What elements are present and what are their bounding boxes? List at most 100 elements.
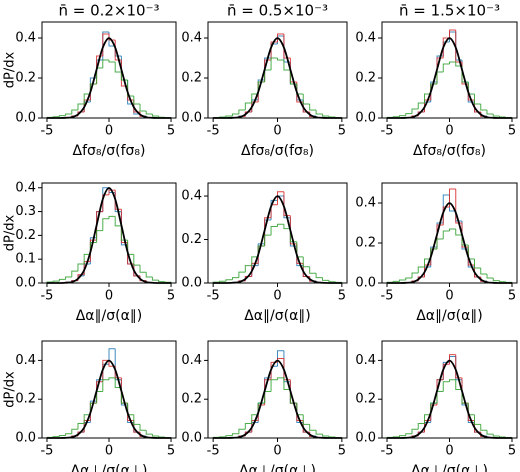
y-axis-label: dP/dx: [3, 214, 18, 251]
histogram-step: [83, 253, 91, 264]
histogram-step: [424, 258, 431, 267]
histogram-step: [442, 363, 450, 380]
x-axis-label: Δfσ₈/σ(fσ₈): [413, 143, 486, 159]
x-tick-label: 5: [167, 444, 175, 459]
x-tick-label: -5: [207, 124, 220, 139]
y-tick-label: 0.2: [15, 228, 36, 243]
histogram-step: [442, 206, 450, 225]
x-tick-label: -5: [381, 444, 394, 459]
histogram-step: [436, 238, 444, 249]
chart-title: n̄ = 0.5×10⁻³: [227, 2, 328, 20]
histogram-step: [114, 62, 122, 73]
histogram-step: [442, 381, 450, 392]
histogram-step: [71, 270, 78, 278]
y-tick-label: 0.0: [15, 111, 36, 126]
histogram-step: [257, 402, 265, 423]
histogram-step: [480, 268, 487, 275]
histogram-step: [283, 34, 291, 59]
histogram-step: [417, 266, 425, 273]
histogram-step: [277, 58, 284, 61]
x-tick-label: 0: [273, 289, 281, 304]
x-tick-label: -5: [40, 124, 53, 139]
histogram-step: [114, 216, 122, 227]
x-tick-label: 5: [338, 289, 346, 304]
histogram-step: [499, 116, 506, 118]
histogram-step: [486, 110, 494, 115]
y-tick-label: 0.4: [15, 353, 36, 368]
histogram-step: [77, 422, 85, 430]
y-tick-label: 0.2: [15, 392, 36, 407]
model-curve: [213, 37, 342, 119]
histogram-step: [296, 241, 304, 258]
histogram-step: [58, 434, 66, 437]
histogram-step: [145, 430, 153, 435]
histogram-step: [231, 277, 239, 280]
panel: -5 0 5 0.0 0.2 0.4 Δfσ₈/σ(fσ₈) n̄ = 1.5×10⁻³: [355, 2, 518, 159]
histogram-step: [231, 113, 239, 116]
histogram-step: [449, 61, 456, 64]
histogram-step: [309, 424, 317, 431]
x-tick-label: 0: [105, 124, 113, 139]
panel: -5 0 5 0.0 0.2 0.4 Δfσ₈/σ(fσ₈) dP/dx n̄ = 0.2×10…: [3, 2, 177, 159]
y-tick-label: 0.1: [15, 252, 36, 267]
histogram-step: [251, 93, 259, 103]
x-axis-label: Δfσ₈/σ(fσ₈): [73, 143, 146, 159]
histogram-step: [133, 96, 141, 105]
histogram-step: [474, 414, 481, 425]
y-tick-label: 0.4: [355, 353, 376, 368]
model-curve: [386, 202, 512, 284]
histogram-step: [108, 60, 116, 63]
histogram-step: [96, 67, 103, 84]
x-tick-label: 0: [105, 444, 113, 459]
histogram-step: [315, 273, 323, 279]
panel: -5 0 5 0.0 0.2 0.4 Δα∥/σ(α∥): [355, 182, 518, 324]
x-axis-label: Δα∥/σ(α∥): [76, 308, 143, 324]
histogram-step: [102, 218, 109, 231]
panel: -5 0 5 0.0 0.1 0.2 0.3 0.4 Δα∥/σ(α∥) dP/dx: [3, 180, 177, 324]
y-tick-label: 0.0: [181, 431, 202, 446]
histogram-step: [120, 72, 128, 81]
histogram-step: [486, 430, 494, 435]
x-axis-label: Δα⊥/σ(α⊥): [71, 463, 148, 472]
histogram-step: [225, 279, 233, 282]
y-tick-label: 0.0: [355, 276, 376, 291]
x-tick-label: 5: [508, 444, 516, 459]
histogram-step: [77, 263, 85, 272]
histogram-step: [264, 390, 272, 404]
histogram-step: [65, 113, 72, 116]
y-tick-label: 0.2: [181, 392, 202, 407]
histogram-step: [264, 379, 272, 406]
histogram-step: [244, 265, 252, 273]
histogram-step: [480, 424, 487, 431]
model-curve: [387, 37, 512, 119]
histogram-step: [264, 69, 272, 82]
chart-title: n̄ = 1.5×10⁻³: [399, 2, 500, 20]
histogram-step: [219, 280, 227, 283]
histogram-step: [225, 435, 233, 437]
histogram-step: [277, 377, 284, 380]
y-tick-label: 0.3: [15, 204, 36, 219]
histogram-step: [436, 222, 444, 247]
y-tick-label: 0.2: [355, 392, 376, 407]
x-tick-label: 5: [167, 124, 175, 139]
histogram-step: [102, 379, 109, 392]
histogram-step: [449, 379, 456, 382]
histogram-step: [492, 434, 500, 437]
histogram-step: [151, 434, 159, 437]
histogram-step: [151, 277, 159, 281]
histogram-step: [315, 110, 323, 115]
histogram-step: [322, 114, 329, 117]
histogram-step: [96, 390, 103, 404]
histogram-step: [449, 228, 456, 231]
histogram-step: [108, 348, 116, 365]
x-tick-label: 0: [445, 289, 453, 304]
histogram-step: [277, 191, 284, 205]
histogram-step: [322, 434, 329, 437]
y-tick-label: 0.0: [181, 276, 202, 291]
x-tick-label: 0: [273, 124, 281, 139]
histogram-step: [417, 102, 425, 109]
histogram-step: [244, 422, 252, 430]
model-curve: [213, 359, 342, 439]
histogram-step: [283, 60, 291, 71]
histogram-step: [442, 230, 450, 239]
